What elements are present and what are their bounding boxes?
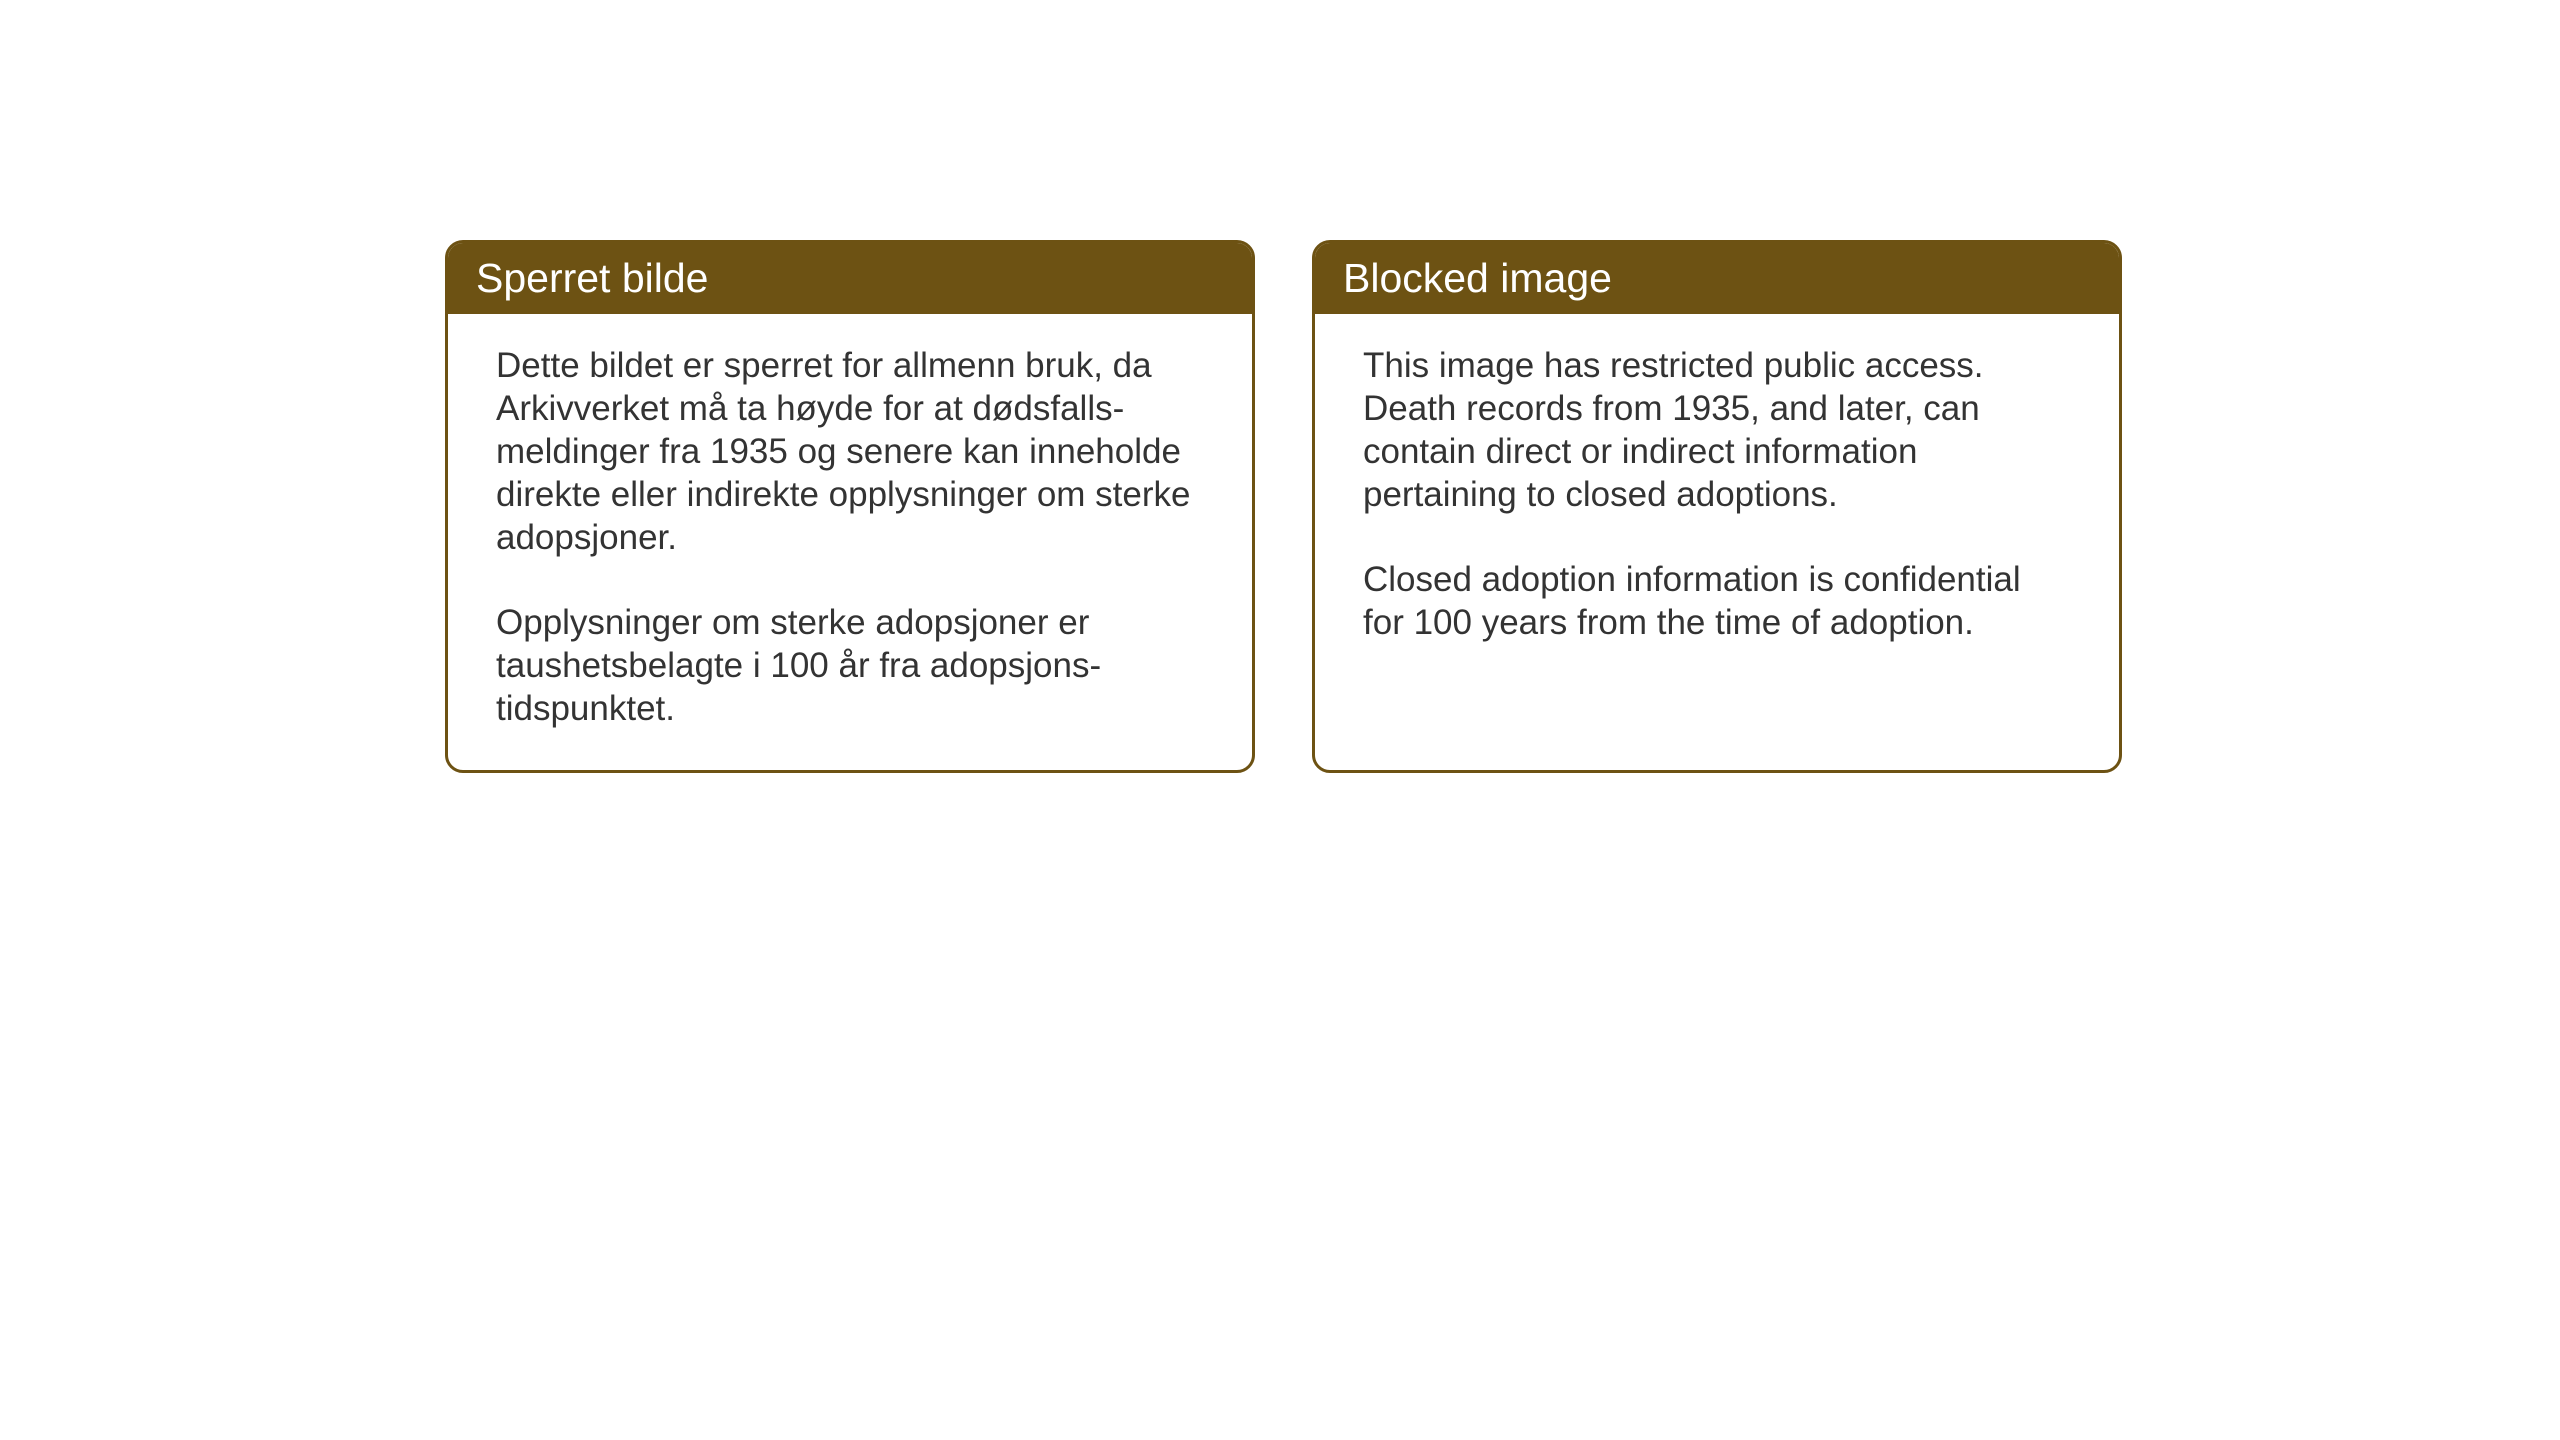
card-english: Blocked image This image has restricted … [1312,240,2122,773]
card-english-title: Blocked image [1343,255,1612,301]
card-norwegian-header: Sperret bilde [448,243,1252,314]
card-english-paragraph-1: This image has restricted public access.… [1363,344,2071,516]
cards-container: Sperret bilde Dette bildet er sperret fo… [445,240,2122,773]
card-norwegian-paragraph-2: Opplysninger om sterke adopsjoner er tau… [496,601,1204,730]
card-norwegian-body: Dette bildet er sperret for allmenn bruk… [448,314,1252,770]
card-english-header: Blocked image [1315,243,2119,314]
card-norwegian: Sperret bilde Dette bildet er sperret fo… [445,240,1255,773]
card-english-body: This image has restricted public access.… [1315,314,2119,684]
card-norwegian-title: Sperret bilde [476,255,708,301]
card-english-paragraph-2: Closed adoption information is confident… [1363,558,2071,644]
card-norwegian-paragraph-1: Dette bildet er sperret for allmenn bruk… [496,344,1204,559]
